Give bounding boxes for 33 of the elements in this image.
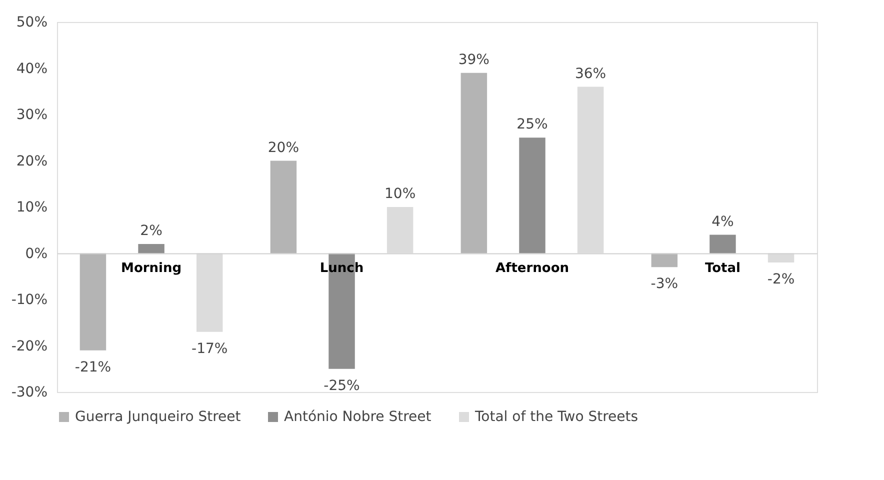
- data-label: -21%: [74, 359, 112, 376]
- data-label: 2%: [140, 223, 162, 239]
- data-label: -2%: [767, 272, 795, 288]
- bar: [710, 234, 736, 254]
- bar: [460, 72, 488, 254]
- y-tick-label: 20%: [16, 153, 48, 170]
- bar: [138, 244, 164, 254]
- y-tick-label: 10%: [16, 200, 48, 216]
- data-label: 10%: [384, 186, 416, 202]
- legend-label: Guerra Junqueiro Street: [75, 409, 242, 425]
- data-label: 36%: [574, 66, 606, 82]
- data-label: 4%: [712, 214, 734, 230]
- x-tick-label: Total: [704, 260, 740, 276]
- bar: [270, 160, 297, 254]
- y-tick-label: -30%: [11, 384, 48, 400]
- legend-label: António Nobre Street: [284, 409, 432, 425]
- x-tick-label: Morning: [121, 260, 182, 276]
- data-label: -25%: [324, 378, 360, 394]
- y-tick-label: -10%: [11, 292, 48, 308]
- data-label: 25%: [516, 116, 548, 133]
- legend-label: Total of the Two Streets: [474, 409, 638, 425]
- y-tick-label: 40%: [16, 60, 48, 77]
- y-tick-label: 0%: [25, 246, 48, 262]
- y-tick-label: -20%: [11, 338, 48, 354]
- data-label: -3%: [650, 276, 678, 292]
- y-tick-label: 50%: [16, 14, 48, 30]
- bar: [519, 138, 546, 254]
- y-tick-label: 30%: [16, 107, 48, 123]
- x-tick-label: Afternoon: [495, 260, 570, 276]
- data-label: -17%: [192, 340, 228, 357]
- bar: [80, 253, 106, 350]
- data-label: 39%: [458, 52, 490, 68]
- data-label: 20%: [268, 140, 300, 156]
